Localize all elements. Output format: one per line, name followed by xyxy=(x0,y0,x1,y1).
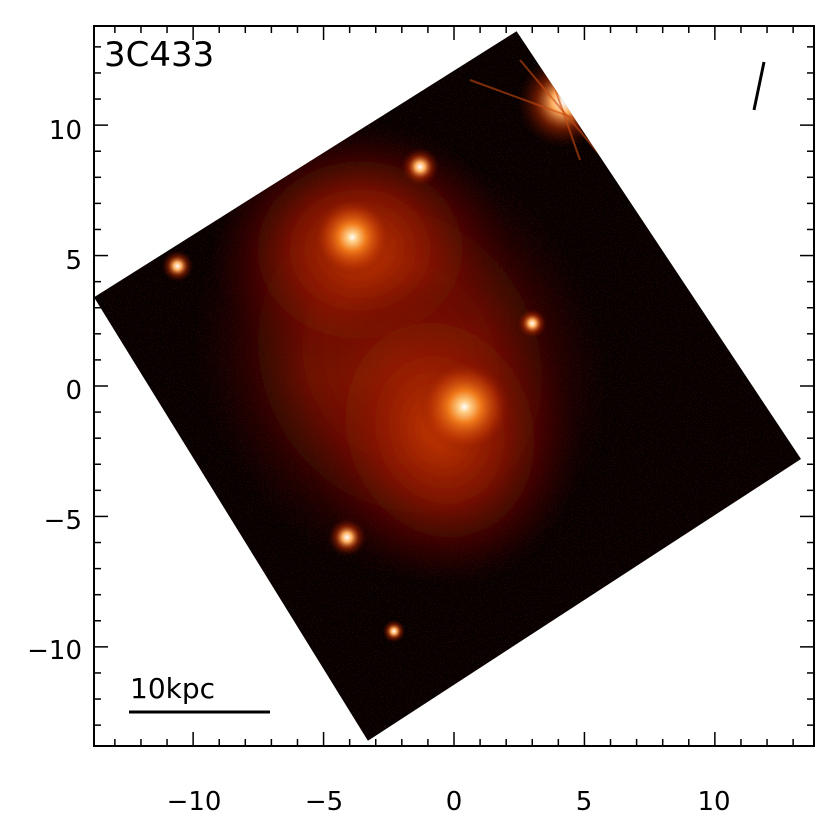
source-point-source-south xyxy=(327,518,367,557)
source-glow xyxy=(313,198,392,277)
object-label: 3C433 xyxy=(104,35,214,75)
scale-bar-label: 10kpc xyxy=(130,672,215,705)
source-galaxy-south-core xyxy=(418,360,511,453)
source-glow xyxy=(382,619,406,643)
source-glow xyxy=(517,308,548,339)
y-tick-labels: 10 5 0 −5 −10 xyxy=(27,116,82,666)
x-tick-label: 0 xyxy=(446,787,463,817)
y-tick-label: 10 xyxy=(49,116,82,146)
x-tick-label: 5 xyxy=(576,787,593,817)
x-tick-label: 10 xyxy=(697,787,730,817)
y-tick-label: −10 xyxy=(27,636,82,666)
axis-ticks xyxy=(94,26,814,746)
x-tick-labels: −10 −5 0 5 10 xyxy=(167,787,731,817)
x-tick-label: −10 xyxy=(167,787,222,817)
source-glow xyxy=(400,147,440,187)
source-faint-source-south xyxy=(382,619,406,643)
source-point-source-west xyxy=(161,250,194,282)
source-knot-east xyxy=(517,308,548,339)
source-glow xyxy=(161,250,194,282)
source-companion-north xyxy=(400,147,440,187)
orientation-marker xyxy=(752,61,766,111)
source-glow xyxy=(418,360,511,453)
y-tick-label: 0 xyxy=(65,376,82,406)
y-tick-label: −5 xyxy=(44,506,82,536)
source-glow xyxy=(327,518,367,557)
source-galaxy-north-west xyxy=(313,198,392,277)
y-tick-label: 5 xyxy=(65,246,82,276)
x-tick-label: −5 xyxy=(305,787,343,817)
